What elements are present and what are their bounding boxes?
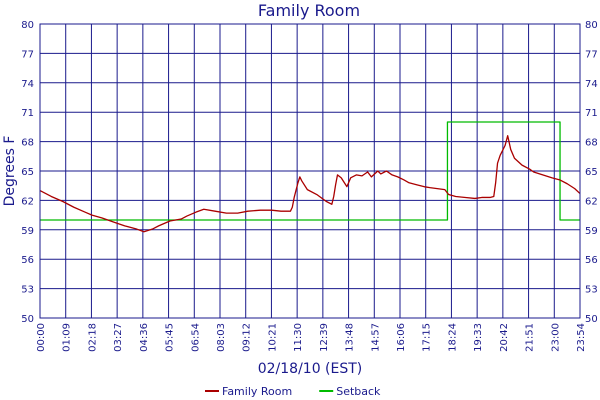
y-tick-label: 50 bbox=[21, 314, 34, 325]
y-tick-label: 77 bbox=[21, 49, 34, 60]
y-tick-label-right: 68 bbox=[585, 138, 598, 149]
y-tick-label-right: 62 bbox=[585, 196, 598, 207]
x-tick-label: 04:36 bbox=[139, 323, 150, 352]
legend-label: Family Room bbox=[222, 385, 292, 398]
legend-label: Setback bbox=[336, 385, 381, 398]
y-tick-label: 68 bbox=[21, 138, 34, 149]
y-tick-label-right: 71 bbox=[585, 108, 598, 119]
plot-frame bbox=[39, 23, 581, 319]
series-layer bbox=[39, 121, 581, 233]
y-tick-label-right: 53 bbox=[585, 285, 598, 296]
y-tick-label-right: 80 bbox=[585, 20, 598, 31]
x-tick-label: 17:15 bbox=[422, 323, 433, 352]
x-tick-label: 21:51 bbox=[525, 323, 536, 352]
x-tick-label: 09:12 bbox=[242, 323, 253, 352]
x-tick-label: 23:54 bbox=[576, 323, 587, 352]
y-tick-label-right: 56 bbox=[585, 255, 598, 266]
x-tick-label: 19:33 bbox=[473, 323, 484, 352]
y-ticks-left: 50 53 56 59 62 65 68 71 74 77 80 bbox=[21, 20, 34, 325]
x-tick-label: 12:39 bbox=[319, 323, 330, 352]
y-tick-label: 74 bbox=[21, 79, 34, 90]
x-tick-label: 11:30 bbox=[293, 323, 304, 352]
y-tick-label: 56 bbox=[21, 255, 34, 266]
chart-title: Family Room bbox=[258, 1, 360, 20]
x-tick-label: 14:57 bbox=[370, 323, 381, 352]
x-tick-label: 05:45 bbox=[165, 323, 176, 352]
x-tick-label: 08:03 bbox=[216, 323, 227, 352]
y-tick-label-right: 74 bbox=[585, 79, 598, 90]
y-tick-label-right: 77 bbox=[585, 49, 598, 60]
y-tick-label: 71 bbox=[21, 108, 34, 119]
x-tick-label: 13:48 bbox=[345, 323, 356, 352]
y-tick-label: 62 bbox=[21, 196, 34, 207]
series-line-setback bbox=[40, 121, 580, 221]
x-tick-label: 00:00 bbox=[36, 323, 47, 352]
legend: Family Room Setback bbox=[205, 385, 381, 398]
y-tick-label-right: 65 bbox=[585, 167, 598, 178]
series-line-family-room bbox=[39, 135, 581, 233]
y-tick-label: 80 bbox=[21, 20, 34, 31]
y-axis-title: Degrees F bbox=[2, 136, 18, 207]
y-ticks-right: 50 53 56 59 62 65 68 71 74 77 80 bbox=[585, 20, 598, 325]
x-tick-label: 03:27 bbox=[113, 323, 124, 352]
x-tick-label: 18:24 bbox=[447, 323, 458, 352]
y-tick-label-right: 50 bbox=[585, 314, 598, 325]
y-tick-label-right: 59 bbox=[585, 226, 598, 237]
y-tick-label: 59 bbox=[21, 226, 34, 237]
x-tick-label: 02:18 bbox=[87, 323, 98, 352]
x-tick-label: 23:00 bbox=[550, 323, 561, 352]
x-ticks: 00:00 01:09 02:18 03:27 04:36 05:45 06:54 08:03… bbox=[36, 323, 587, 352]
x-axis-title: 02/18/10 (EST) bbox=[258, 361, 363, 377]
x-tick-label: 01:09 bbox=[62, 323, 73, 352]
x-tick-label: 10:21 bbox=[267, 323, 278, 352]
x-tick-label: 06:54 bbox=[190, 323, 201, 352]
x-tick-label: 16:06 bbox=[396, 323, 407, 352]
y-tick-label: 65 bbox=[21, 167, 34, 178]
x-tick-label: 20:42 bbox=[499, 323, 510, 352]
y-tick-label: 53 bbox=[21, 285, 34, 296]
